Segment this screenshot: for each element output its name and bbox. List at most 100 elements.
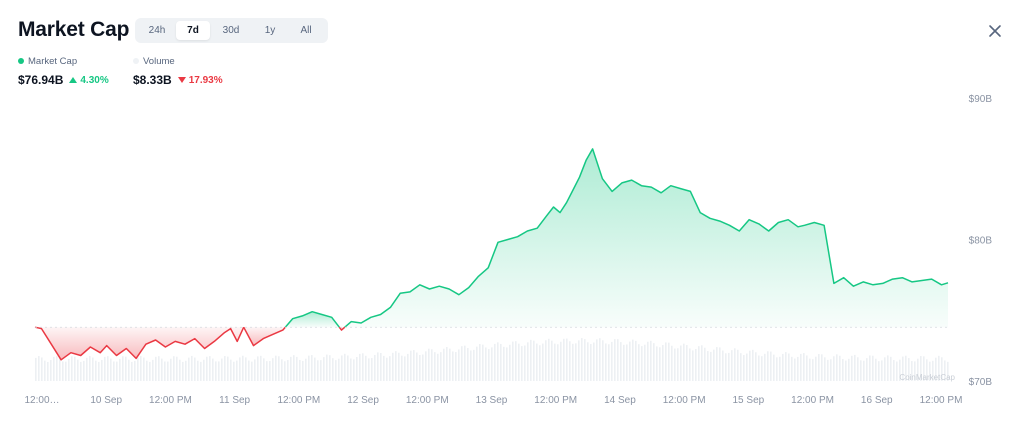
volume-bar [329, 355, 331, 381]
volume-bar [164, 361, 166, 381]
volume-bar [824, 357, 826, 381]
volume-bar [431, 349, 433, 381]
volume-bar [461, 346, 463, 381]
volume-bar [833, 356, 835, 381]
volume-bar [944, 360, 946, 381]
watermark: CoinMarketCap [899, 373, 955, 382]
volume-bar [128, 359, 130, 381]
volume-bar [311, 355, 313, 381]
tab-1y[interactable]: 1y [264, 25, 276, 36]
volume-bar [539, 345, 541, 381]
volume-bar [263, 358, 265, 381]
volume-bar [200, 361, 202, 381]
volume-bar [377, 352, 379, 381]
volume-bar [887, 355, 889, 381]
volume-bar [521, 346, 523, 381]
volume-bar [86, 357, 88, 381]
volume-bar [191, 355, 193, 381]
volume-bar [233, 361, 235, 381]
volume-bar [929, 361, 931, 381]
volume-bar [875, 358, 877, 381]
tab-30d[interactable]: 30d [222, 25, 240, 36]
volume-bar [836, 354, 838, 381]
volume-bar [890, 356, 892, 381]
volume-legend-dot [133, 58, 139, 64]
volume-bar [452, 351, 454, 381]
volume-bar [494, 343, 496, 381]
volume-bar [407, 353, 409, 381]
volume-bar [716, 347, 718, 381]
volume-bar [593, 342, 595, 381]
volume-bar [437, 353, 439, 381]
volume-bar [698, 346, 700, 381]
volume-bar [584, 339, 586, 381]
volume-bar [197, 360, 199, 381]
caret-down-icon [177, 77, 186, 83]
line-segment-up [284, 310, 340, 328]
volume-bar [845, 360, 847, 381]
x-tick-label: 13 Sep [476, 395, 508, 406]
x-tick-label: 12:00… [24, 395, 59, 406]
volume-bar [926, 359, 928, 381]
volume-bar [920, 356, 922, 381]
volume-bar [878, 361, 880, 381]
volume-bar [434, 352, 436, 381]
volume-bar [419, 354, 421, 381]
market-cap-stat: Market Cap $76.94B 4.30% [18, 55, 109, 87]
volume-bar [83, 360, 85, 381]
x-tick-label: 10 Sep [90, 395, 122, 406]
volume-bar [98, 361, 100, 381]
volume-bar [761, 356, 763, 381]
volume-bar [356, 356, 358, 381]
volume-bar [632, 339, 634, 381]
volume-bar [80, 361, 82, 381]
volume-bar [572, 343, 574, 381]
close-button[interactable] [986, 22, 1004, 40]
volume-bar [650, 340, 652, 381]
volume-bar [830, 359, 832, 381]
market-cap-legend-dot [18, 58, 24, 64]
volume-bar [455, 352, 457, 381]
timeframe-tabs: 24h 7d 30d 1y All [135, 18, 328, 43]
volume-bar [335, 360, 337, 381]
volume-bar [68, 358, 70, 381]
volume-bar [737, 349, 739, 381]
volume-bar [287, 360, 289, 381]
volume-bar [368, 358, 370, 381]
volume-bar [296, 356, 298, 381]
volume-bar [92, 357, 94, 381]
volume-bar [866, 358, 868, 381]
y-tick-label: $70B [969, 377, 993, 388]
volume-bar [344, 353, 346, 381]
volume-bar [818, 354, 820, 381]
volume-bar [677, 348, 679, 381]
volume-bar [284, 361, 286, 381]
volume-bar [590, 344, 592, 381]
line-segment-up [344, 148, 949, 328]
volume-bar [941, 357, 943, 381]
volume-bar [614, 339, 616, 381]
volume-bar [791, 356, 793, 381]
volume-bar [569, 341, 571, 381]
volume-bar [212, 358, 214, 381]
tab-7d[interactable]: 7d [176, 21, 210, 40]
volume-bar [536, 343, 538, 381]
volume-bar [503, 346, 505, 381]
volume-bar [338, 358, 340, 381]
tab-24h[interactable]: 24h [148, 25, 166, 36]
volume-bar [278, 356, 280, 381]
volume-bar [104, 356, 106, 381]
volume-bar [647, 341, 649, 381]
volume-bar [935, 357, 937, 381]
volume-bar [518, 343, 520, 381]
volume-bar [299, 359, 301, 381]
volume-bar [851, 355, 853, 381]
tab-all[interactable]: All [300, 25, 312, 36]
volume-bar [416, 352, 418, 381]
volume-bar [575, 343, 577, 381]
volume-bar [740, 353, 742, 381]
volume-bar [542, 343, 544, 381]
volume-bar [653, 343, 655, 381]
volume-bar [146, 360, 148, 381]
